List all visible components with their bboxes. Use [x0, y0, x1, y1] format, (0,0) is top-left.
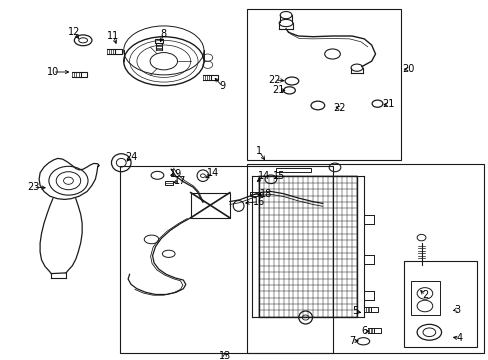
Text: 8: 8 [161, 29, 166, 39]
Text: 18: 18 [260, 189, 272, 199]
Text: 22: 22 [333, 103, 346, 113]
Text: 5: 5 [351, 306, 357, 316]
Text: 12: 12 [68, 27, 81, 37]
Text: 21: 21 [272, 85, 285, 95]
Text: 14: 14 [257, 171, 270, 181]
Text: 13: 13 [218, 351, 231, 360]
Bar [246, 9, 400, 160]
Bar [190, 193, 229, 218]
Text: 9: 9 [219, 81, 225, 91]
Ellipse shape [79, 38, 87, 43]
Text: 4: 4 [456, 333, 462, 343]
Bar [115, 49, 122, 54]
Text: 19: 19 [169, 168, 182, 179]
Text: 17: 17 [173, 176, 186, 186]
Text: 6: 6 [361, 326, 366, 336]
Text: 21: 21 [382, 99, 394, 109]
Bar [250, 192, 260, 196]
Bar [165, 181, 173, 185]
Text: 2: 2 [422, 290, 427, 300]
Bar [81, 72, 87, 77]
Text: 3: 3 [453, 305, 459, 315]
Text: 22: 22 [268, 75, 281, 85]
Text: 14: 14 [206, 168, 219, 178]
Text: 1: 1 [256, 146, 262, 156]
Text: 23: 23 [27, 182, 40, 192]
Bar [410, 281, 439, 315]
Bar [120, 166, 332, 353]
Text: 10: 10 [46, 67, 59, 77]
Bar [246, 164, 483, 353]
Bar [155, 39, 163, 43]
Text: 24: 24 [124, 152, 137, 162]
Bar [259, 176, 356, 317]
Text: 7: 7 [348, 336, 354, 346]
Text: 11: 11 [107, 31, 120, 41]
Ellipse shape [74, 35, 92, 46]
Bar [370, 307, 377, 312]
Bar [211, 75, 218, 80]
Bar [403, 261, 476, 347]
Text: 20: 20 [401, 64, 414, 74]
Text: 16: 16 [252, 197, 265, 207]
Bar [373, 328, 380, 333]
Bar [276, 168, 310, 172]
Text: 15: 15 [272, 171, 285, 181]
